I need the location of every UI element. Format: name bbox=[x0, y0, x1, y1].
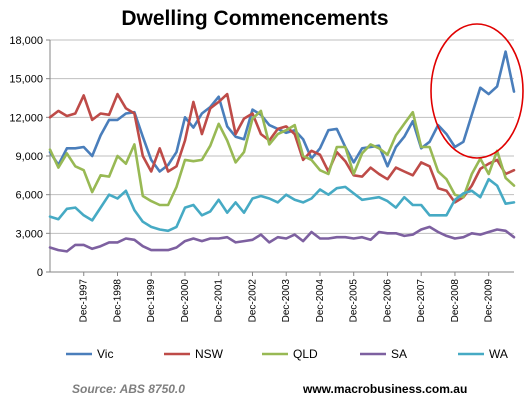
x-tick-label: Dec-2002 bbox=[247, 279, 258, 323]
x-tick-label: Dec-1997 bbox=[79, 279, 90, 323]
source-note: Source: ABS 8750.0 bbox=[72, 382, 185, 396]
legend: Vic NSW QLD SA WA bbox=[66, 347, 508, 361]
x-tick-label: Dec-2005 bbox=[349, 279, 360, 323]
highlight-circle-annotation bbox=[430, 23, 524, 159]
series-line-nsw bbox=[48, 92, 516, 204]
x-tick-label: Dec-2003 bbox=[281, 279, 292, 323]
x-tick-label: Dec-2008 bbox=[450, 279, 461, 323]
y-tick-label: 6,000 bbox=[15, 190, 43, 202]
series-line-vic bbox=[48, 50, 516, 173]
y-axis-tick-labels: 0 3,000 6,000 9,000 12,000 15,000 18,000 bbox=[9, 35, 43, 279]
chart-title: Dwelling Commencements bbox=[121, 7, 388, 30]
series-line-qld bbox=[48, 109, 516, 207]
series-lines bbox=[48, 50, 516, 253]
x-tick-label: Dec-1998 bbox=[112, 279, 123, 323]
x-tick-label: Dec-2000 bbox=[180, 279, 191, 323]
x-tick-label: Dec-2001 bbox=[214, 279, 225, 323]
gridlines bbox=[50, 39, 514, 234]
y-tick-label: 0 bbox=[37, 267, 43, 279]
x-tick-label: Dec-2009 bbox=[484, 279, 495, 323]
y-tick-label: 9,000 bbox=[15, 151, 43, 163]
y-tick-label: 12,000 bbox=[9, 112, 43, 124]
legend-label-qld: QLD bbox=[293, 347, 318, 361]
legend-label-vic: Vic bbox=[97, 347, 113, 361]
y-tick-label: 18,000 bbox=[9, 35, 43, 47]
legend-label-sa: SA bbox=[391, 347, 407, 361]
legend-label-nsw: NSW bbox=[195, 347, 224, 361]
x-tick-label: Dec-2006 bbox=[382, 279, 393, 323]
y-tick-label: 15,000 bbox=[9, 74, 43, 86]
legend-label-wa: WA bbox=[489, 347, 508, 361]
series-line-wa bbox=[48, 177, 516, 233]
website-label: www.macrobusiness.com.au bbox=[302, 382, 467, 396]
y-tick-label: 3,000 bbox=[15, 228, 43, 240]
x-tick-label: Dec-1999 bbox=[146, 279, 157, 323]
series-line-sa bbox=[48, 225, 516, 253]
x-tick-label: Dec-2007 bbox=[416, 279, 427, 323]
axes bbox=[46, 39, 514, 276]
x-axis-tick-labels: Dec-1997 Dec-1998 Dec-1999 Dec-2000 Dec-2001… bbox=[79, 279, 495, 323]
x-tick-label: Dec-2004 bbox=[315, 279, 326, 323]
